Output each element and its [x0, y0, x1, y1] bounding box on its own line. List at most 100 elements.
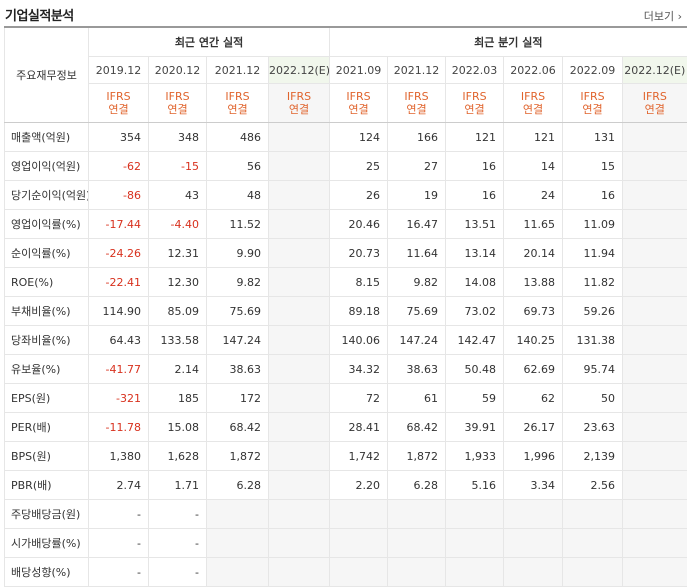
row-label: 당좌비율(%): [4, 325, 89, 355]
annual-period-header: 2020.12: [148, 56, 207, 84]
annual-value: 2.74: [88, 470, 149, 500]
quarter-value: 1,933: [445, 441, 504, 471]
consolidated-label: 연결: [167, 103, 188, 116]
quarter-value: [329, 557, 388, 587]
table-row: 매출액(억원) 354 348 486 124 166 121 121 131: [4, 122, 687, 152]
annual-value: -24.26: [88, 238, 149, 268]
annual-period-header: 2019.12: [88, 56, 149, 84]
annual-value: -86: [88, 180, 149, 210]
table-row: 당기순이익(억원) -86 43 48 26 19 16 24 16: [4, 180, 687, 210]
quarter-value: 124: [329, 122, 388, 152]
quarter-value: [622, 209, 687, 239]
annual-value: 1,628: [148, 441, 207, 471]
annual-value: 43: [148, 180, 207, 210]
quarter-value: 131.38: [562, 325, 623, 355]
annual-value: [267, 180, 330, 210]
quarter-value: 95.74: [562, 354, 623, 384]
quarter-value: 27: [387, 151, 446, 181]
table-row: 영업이익(억원) -62 -15 56 25 27 16 14 15: [4, 151, 687, 181]
quarter-value: 11.82: [562, 267, 623, 297]
quarter-value: 2.20: [329, 470, 388, 500]
quarter-value: [387, 528, 446, 558]
more-link[interactable]: 더보기 ›: [643, 10, 682, 23]
table-row: 순이익률(%) -24.26 12.31 9.90 20.73 11.64 13.14 20.…: [4, 238, 687, 268]
quarter-period-header: 2022.06: [503, 56, 563, 84]
quarter-value: [503, 557, 563, 587]
quarter-value: 6.28: [387, 470, 446, 500]
annual-value: 64.43: [88, 325, 149, 355]
quarter-value: 3.34: [503, 470, 563, 500]
quarter-value: 62.69: [503, 354, 563, 384]
ifrs-label: IFRS: [286, 90, 312, 103]
table-row: 부채비율(%) 114.90 85.09 75.69 89.18 75.69 73.02 69…: [4, 296, 687, 326]
quarter-value: 39.91: [445, 412, 504, 442]
annual-value: -17.44: [88, 209, 149, 239]
chevron-right-icon: ›: [677, 10, 682, 23]
annual-value: [206, 557, 269, 587]
row-label: ROE(%): [4, 267, 89, 297]
quarter-value: [445, 499, 504, 529]
quarter-value: [622, 238, 687, 268]
quarter-value: [562, 557, 623, 587]
table-row: 유보율(%) -41.77 2.14 38.63 34.32 38.63 50.48 62.6…: [4, 354, 687, 384]
quarter-value: 11.94: [562, 238, 623, 268]
table-row: PBR(배) 2.74 1.71 6.28 2.20 6.28 5.16 3.34 2.56: [4, 470, 687, 500]
annual-value: 354: [88, 122, 149, 152]
row-label: 유보율(%): [4, 354, 89, 384]
quarter-value: 11.64: [387, 238, 446, 268]
annual-value: -4.40: [148, 209, 207, 239]
annual-value: [267, 325, 330, 355]
annual-value: 68.42: [206, 412, 269, 442]
table-row: BPS(원) 1,380 1,628 1,872 1,742 1,872 1,933 1,99…: [4, 441, 687, 471]
annual-value: [267, 354, 330, 384]
quarter-value: [622, 296, 687, 326]
quarter-value: [622, 122, 687, 152]
row-label: EPS(원): [4, 383, 89, 413]
table-row: 영업이익률(%) -17.44 -4.40 11.52 20.46 16.47 13.51 1…: [4, 209, 687, 239]
quarter-value: [622, 354, 687, 384]
consolidated-label: 연결: [108, 103, 129, 116]
quarter-value: 1,996: [503, 441, 563, 471]
quarter-value: 121: [503, 122, 563, 152]
ifrs-badge: IFRS 연결: [206, 83, 269, 123]
quarter-value: 23.63: [562, 412, 623, 442]
table-row: 당좌비율(%) 64.43 133.58 147.24 140.06 147.24 142.…: [4, 325, 687, 355]
quarter-value: 59: [445, 383, 504, 413]
annual-value: 2.14: [148, 354, 207, 384]
quarter-value: 11.09: [562, 209, 623, 239]
consolidated-label: 연결: [464, 103, 485, 116]
annual-value: -15: [148, 151, 207, 181]
quarter-value: 20.73: [329, 238, 388, 268]
quarter-value: [622, 180, 687, 210]
ifrs-badge: IFRS 연결: [622, 83, 687, 123]
ifrs-label: IFRS: [346, 90, 371, 103]
annual-value: -: [148, 528, 207, 558]
financial-table: 주요재무정보 최근 연간 실적 최근 분기 실적 2019.12 2020.12 2021…: [4, 26, 687, 587]
quarter-value: 34.32: [329, 354, 388, 384]
annual-value: 185: [148, 383, 207, 413]
quarter-period-header: 2022.03: [445, 56, 504, 84]
annual-value: 133.58: [148, 325, 207, 355]
annual-value: 114.90: [88, 296, 149, 326]
table-row: 주당배당금(원) - -: [4, 499, 687, 529]
annual-period-header: 2022.12(E): [267, 56, 330, 84]
quarter-value: 16: [562, 180, 623, 210]
annual-value: 348: [148, 122, 207, 152]
consolidated-label: 연결: [348, 103, 369, 116]
quarter-value: 50.48: [445, 354, 504, 384]
quarter-value: 14.08: [445, 267, 504, 297]
ifrs-badge: IFRS 연결: [387, 83, 446, 123]
quarter-value: [622, 528, 687, 558]
quarter-value: [622, 325, 687, 355]
quarter-value: [622, 441, 687, 471]
quarter-value: 1,742: [329, 441, 388, 471]
annual-value: [206, 499, 269, 529]
row-label: PBR(배): [4, 470, 89, 500]
annual-value: 85.09: [148, 296, 207, 326]
quarter-value: [503, 528, 563, 558]
consolidated-label: 연결: [582, 103, 603, 116]
annual-value: 12.31: [148, 238, 207, 268]
quarter-value: [622, 151, 687, 181]
row-label: 매출액(억원): [4, 122, 89, 152]
annual-value: -: [148, 499, 207, 529]
